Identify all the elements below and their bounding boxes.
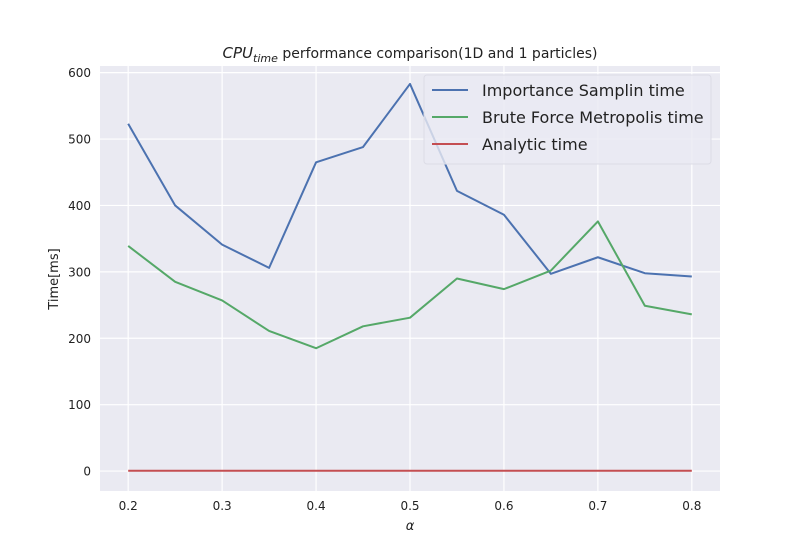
- series-line-0: [127, 82, 692, 278]
- y-axis-ticks: 0 100 200 300 400 500 600: [68, 66, 91, 478]
- x-tick-label: 0.6: [494, 499, 513, 513]
- y-tick-label: 400: [68, 199, 91, 213]
- y-tick-label: 0: [83, 465, 91, 479]
- x-tick-label: 0.8: [682, 499, 701, 513]
- x-axis-label: α: [406, 519, 415, 534]
- series-line-1: [127, 220, 693, 350]
- y-tick-label: 200: [68, 332, 91, 346]
- legend-label-2: Analytic time: [482, 135, 588, 154]
- y-tick-label: 500: [68, 133, 91, 147]
- x-tick-label: 0.2: [119, 499, 138, 513]
- y-tick-label: 600: [68, 66, 91, 80]
- legend-box: [423, 74, 712, 165]
- series-lines: [127, 82, 693, 472]
- x-tick-label: 0.5: [400, 499, 419, 513]
- legend-label-0: Importance Samplin time: [482, 81, 685, 100]
- chart-title: CPUtime performance comparison(1D and 1 …: [223, 44, 598, 65]
- x-tick-label: 0.4: [307, 499, 326, 513]
- title-rest: performance comparison(1D and 1 particle…: [278, 46, 598, 62]
- x-tick-label: 0.3: [213, 499, 232, 513]
- x-tick-label: 0.7: [588, 499, 607, 513]
- y-tick-label: 100: [68, 398, 91, 412]
- title-main: CPU: [223, 44, 254, 62]
- legend: Importance Samplin time Brute Force Metro…: [423, 74, 712, 165]
- title-subscript: time: [253, 52, 278, 65]
- x-axis-ticks: 0.2 0.3 0.4 0.5 0.6 0.7 0.8: [119, 499, 702, 513]
- y-tick-label: 300: [68, 265, 91, 279]
- legend-label-1: Brute Force Metropolis time: [482, 108, 704, 127]
- y-axis-label: Time[ms]: [47, 248, 62, 310]
